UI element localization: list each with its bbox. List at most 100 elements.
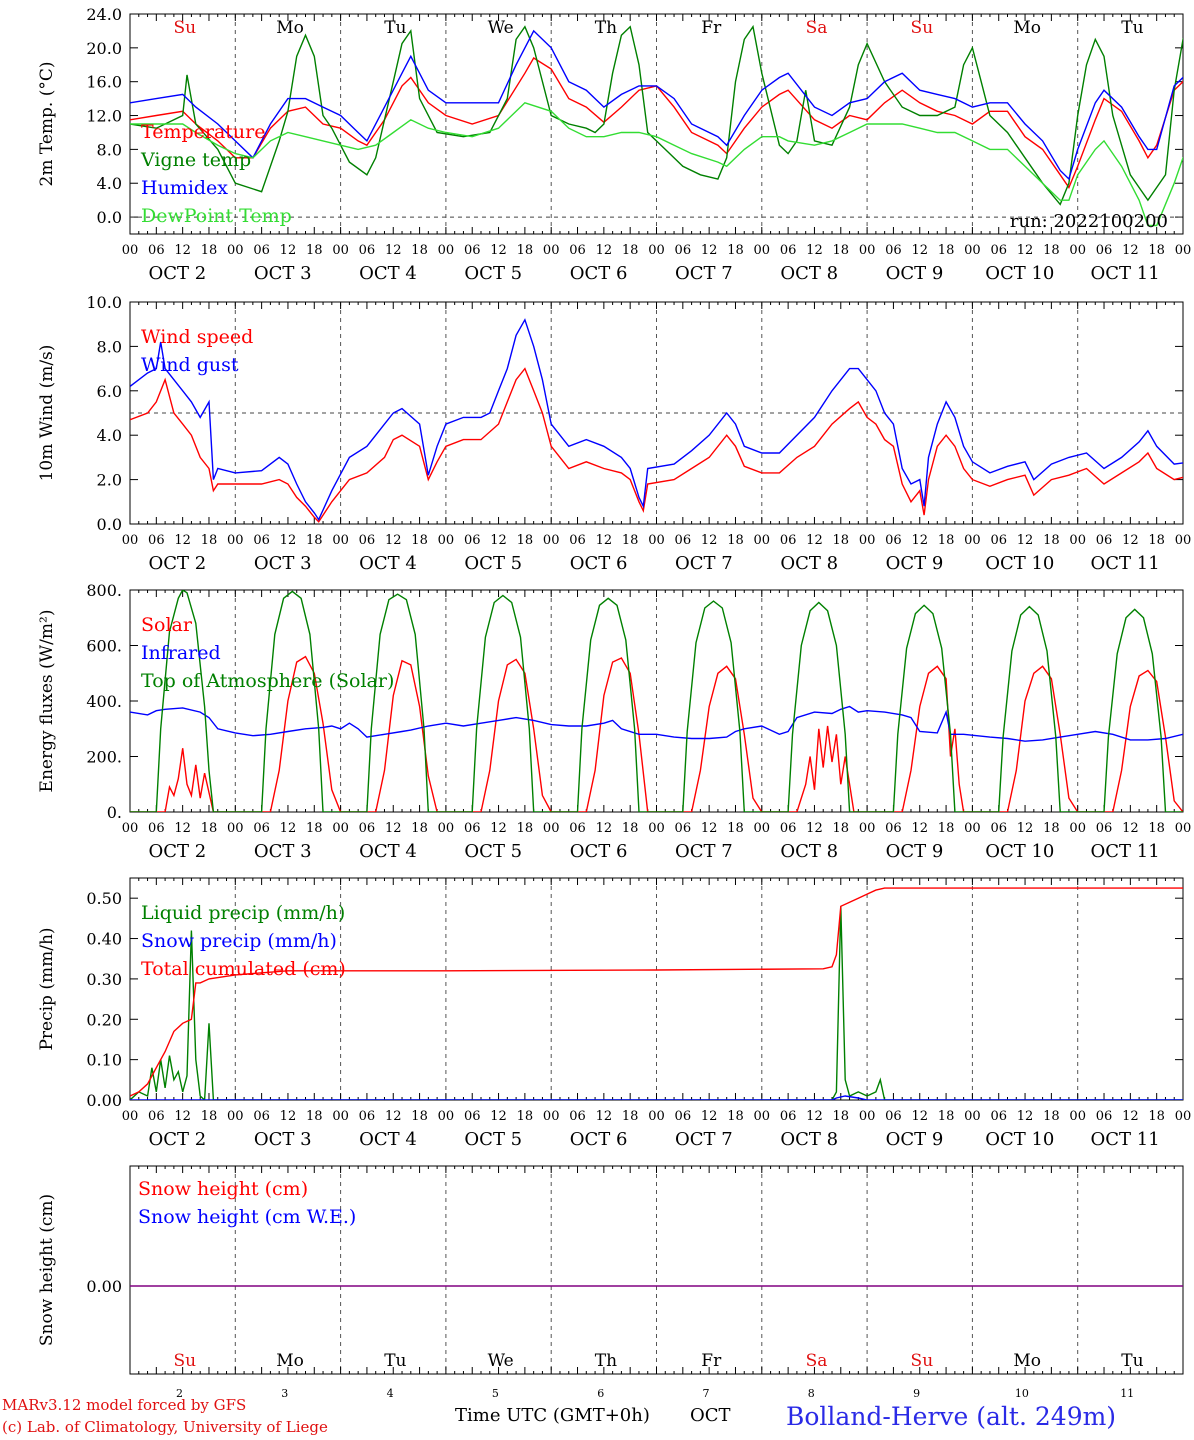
hour-label: 00 bbox=[543, 533, 560, 548]
y-tick-label: 400. bbox=[86, 692, 122, 711]
hour-label: 18 bbox=[411, 533, 428, 548]
series-total-cumulated-cm- bbox=[130, 887, 1183, 1097]
hour-label: 12 bbox=[596, 533, 613, 548]
hour-label: 00 bbox=[754, 533, 771, 548]
hour-label: 18 bbox=[1148, 1109, 1165, 1124]
weekday-label: We bbox=[488, 1351, 514, 1371]
y-tick-label: 0.30 bbox=[86, 970, 122, 989]
hour-label: 06 bbox=[253, 1109, 270, 1124]
hour-label: 06 bbox=[885, 243, 902, 258]
weekday-label: Fr bbox=[701, 18, 722, 38]
hour-label: 06 bbox=[359, 821, 376, 836]
hour-label: 06 bbox=[359, 533, 376, 548]
weekday-label: We bbox=[488, 18, 514, 38]
hour-label: 18 bbox=[622, 1109, 639, 1124]
day-number: 5 bbox=[492, 1387, 499, 1400]
series-temperature bbox=[130, 57, 1183, 189]
hour-label: 00 bbox=[227, 1109, 244, 1124]
date-label: OCT 3 bbox=[254, 841, 312, 862]
hour-label: 18 bbox=[938, 821, 955, 836]
legend-entry: Solar bbox=[141, 614, 193, 636]
y-tick-label: 0.0 bbox=[97, 515, 122, 534]
hour-label: 06 bbox=[675, 243, 692, 258]
weekday-label: Su bbox=[173, 18, 196, 38]
hour-label: 18 bbox=[938, 1109, 955, 1124]
y-tick-label: 4.0 bbox=[97, 426, 122, 445]
hour-label: 06 bbox=[675, 533, 692, 548]
weekday-label: Sa bbox=[806, 18, 828, 38]
hour-label: 06 bbox=[780, 1109, 797, 1124]
panel-5: 0.00 Snow height (cm) Snow height (cm) Snow… bbox=[37, 1165, 1184, 1400]
legend-entry: DewPoint Temp bbox=[141, 205, 292, 227]
day-number: 7 bbox=[702, 1387, 709, 1400]
y-axis-label: 10m Wind (m/s) bbox=[37, 345, 57, 482]
y-tick-label: 0.00 bbox=[86, 1091, 122, 1110]
station-label: Bolland-Herve (alt. 249m) bbox=[786, 1402, 1117, 1431]
hour-label: 18 bbox=[938, 533, 955, 548]
hour-label: 00 bbox=[1069, 243, 1086, 258]
hour-label: 00 bbox=[438, 243, 455, 258]
date-label: OCT 8 bbox=[780, 1129, 838, 1150]
hour-label: 06 bbox=[990, 243, 1007, 258]
hour-label: 12 bbox=[1122, 243, 1139, 258]
weekday-label: Tu bbox=[1121, 1351, 1143, 1371]
hour-label: 00 bbox=[1175, 533, 1192, 548]
hour-label: 06 bbox=[253, 243, 270, 258]
hour-label: 18 bbox=[201, 821, 218, 836]
weekday-label: Sa bbox=[806, 1351, 828, 1371]
model-credit: MARv3.12 model forced by GFS bbox=[2, 1396, 247, 1414]
hour-label: 18 bbox=[833, 243, 850, 258]
y-axis-label: Energy fluxes (W/m²) bbox=[37, 610, 57, 793]
y-tick-label: 6.0 bbox=[97, 382, 122, 401]
series-liquid-precip-mm-h- bbox=[130, 906, 1183, 1100]
hour-label: 00 bbox=[859, 533, 876, 548]
hour-label: 06 bbox=[569, 1109, 586, 1124]
hour-label: 00 bbox=[964, 533, 981, 548]
hour-label: 18 bbox=[1043, 243, 1060, 258]
hour-label: 00 bbox=[648, 243, 665, 258]
hour-label: 18 bbox=[201, 243, 218, 258]
hour-label: 18 bbox=[727, 533, 744, 548]
hour-label: 00 bbox=[964, 1109, 981, 1124]
hour-label: 06 bbox=[148, 533, 165, 548]
hour-label: 12 bbox=[1017, 533, 1034, 548]
hour-label: 12 bbox=[490, 821, 507, 836]
weekday-label: Su bbox=[173, 1351, 196, 1371]
y-tick-label: 0.20 bbox=[86, 1010, 122, 1029]
hour-label: 12 bbox=[596, 821, 613, 836]
weekday-label: Mo bbox=[1013, 18, 1041, 38]
hour-label: 00 bbox=[543, 243, 560, 258]
hour-label: 06 bbox=[569, 821, 586, 836]
hour-label: 18 bbox=[727, 1109, 744, 1124]
hour-label: 00 bbox=[438, 533, 455, 548]
hour-label: 12 bbox=[280, 821, 297, 836]
hour-label: 06 bbox=[1096, 821, 1113, 836]
y-tick-label: 800. bbox=[86, 581, 122, 600]
x-axis-label: Time UTC (GMT+0h) bbox=[455, 1405, 650, 1426]
hour-label: 00 bbox=[227, 243, 244, 258]
hour-label: 06 bbox=[1096, 1109, 1113, 1124]
hour-label: 12 bbox=[385, 533, 402, 548]
weekday-label: Su bbox=[911, 1351, 934, 1371]
day-number: 8 bbox=[808, 1387, 815, 1400]
date-label: OCT 5 bbox=[464, 263, 522, 284]
hour-label: 06 bbox=[464, 243, 481, 258]
lab-credit: (c) Lab. of Climatology, University of L… bbox=[2, 1418, 328, 1436]
date-label: OCT 8 bbox=[780, 263, 838, 284]
date-label: OCT 9 bbox=[886, 553, 944, 574]
hour-label: 00 bbox=[122, 243, 139, 258]
date-label: OCT 7 bbox=[675, 1129, 733, 1150]
hour-label: 06 bbox=[1096, 533, 1113, 548]
hour-label: 00 bbox=[859, 243, 876, 258]
date-label: OCT 10 bbox=[985, 841, 1054, 862]
series-top-of-atmosphere-solar- bbox=[130, 590, 1183, 812]
hour-label: 12 bbox=[385, 243, 402, 258]
hour-label: 18 bbox=[1043, 533, 1060, 548]
hour-label: 18 bbox=[1148, 821, 1165, 836]
y-tick-label: 16.0 bbox=[86, 73, 122, 92]
hour-label: 12 bbox=[596, 243, 613, 258]
date-label: OCT 3 bbox=[254, 553, 312, 574]
legend-entry: Top of Atmosphere (Solar) bbox=[141, 670, 394, 692]
hour-label: 00 bbox=[648, 1109, 665, 1124]
hour-label: 00 bbox=[122, 821, 139, 836]
